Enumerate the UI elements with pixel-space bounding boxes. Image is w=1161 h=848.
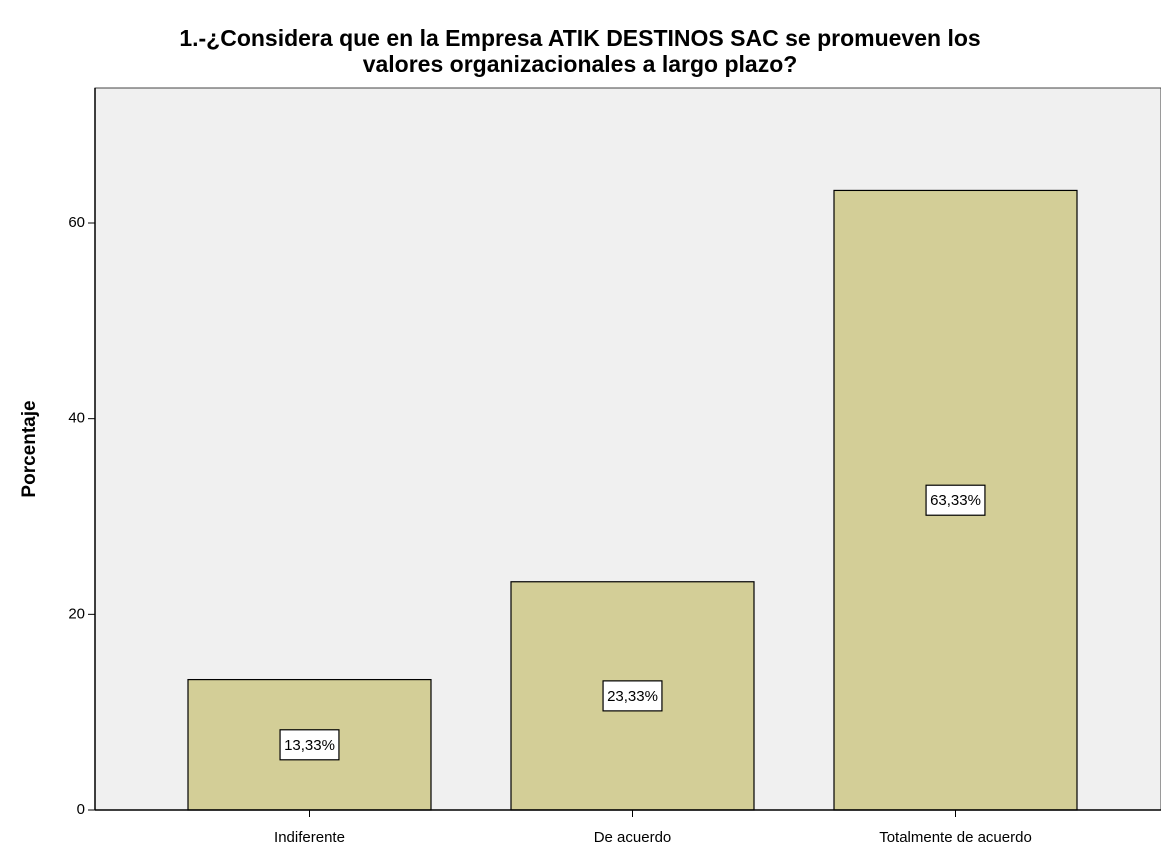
value-label-box xyxy=(925,484,986,516)
x-tick-label: De acuerdo xyxy=(594,829,672,846)
y-tick-label: 40 xyxy=(68,410,85,427)
x-tick-label: Totalmente de acuerdo xyxy=(879,829,1032,846)
value-label-box xyxy=(602,680,663,712)
y-tick-label: 20 xyxy=(68,605,85,622)
value-label: 63,33% xyxy=(930,492,981,509)
x-tick-label: Indiferente xyxy=(274,829,345,846)
value-label: 13,33% xyxy=(284,737,335,754)
y-axis-title: Porcentaje xyxy=(19,400,40,497)
y-tick-label: 60 xyxy=(68,214,85,231)
value-label: 23,33% xyxy=(607,688,658,705)
y-tick-label: 0 xyxy=(77,801,85,818)
chart-title: valores organizacionales a largo plazo? xyxy=(363,51,798,77)
value-label-box xyxy=(279,729,340,761)
chart-title: 1.-¿Considera que en la Empresa ATIK DES… xyxy=(179,25,980,51)
